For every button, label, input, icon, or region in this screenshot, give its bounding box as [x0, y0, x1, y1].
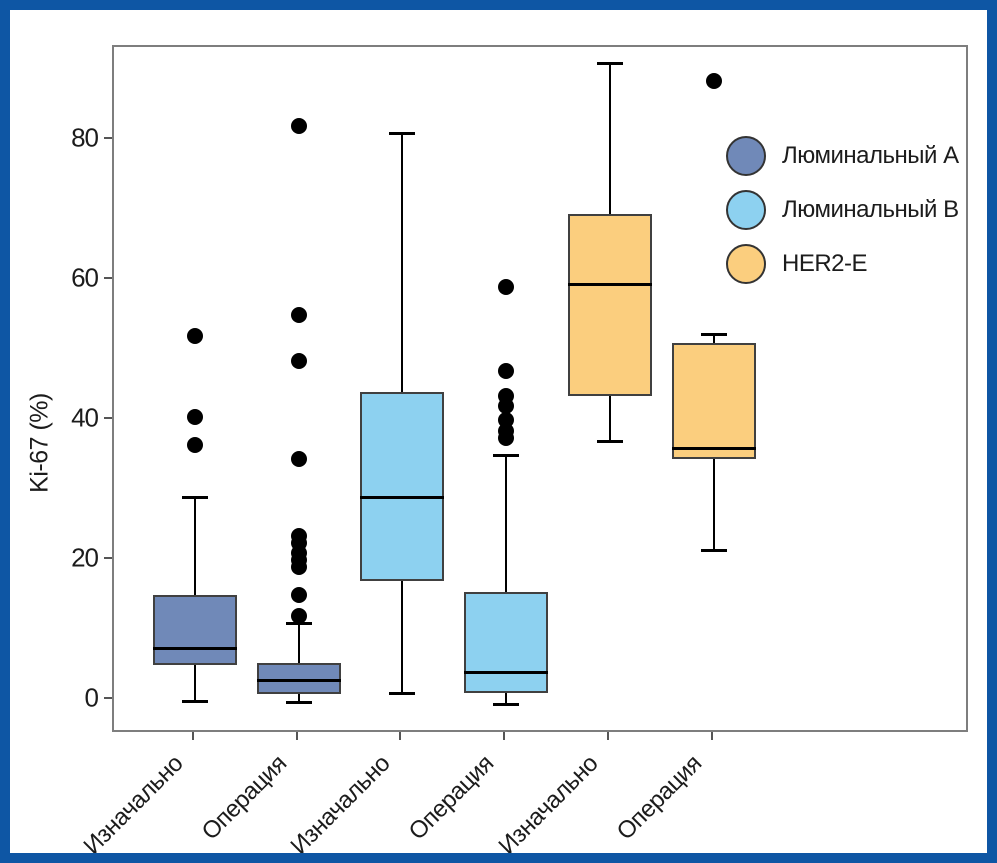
whisker-lower-stem [297, 694, 300, 703]
x-tick-label: Изначально [285, 750, 396, 860]
y-tick-mark [104, 277, 112, 279]
whisker-upper-stem [401, 133, 404, 392]
box-median [256, 679, 341, 683]
legend-item: HER2-E [726, 244, 959, 284]
outlier-point [290, 608, 307, 624]
legend-label: Люминальный A [782, 142, 959, 169]
whisker-lower-stem [712, 458, 715, 550]
whisker-upper-cap [493, 454, 520, 457]
x-tick-mark [192, 732, 194, 740]
whisker-lower-stem [505, 693, 508, 704]
box-median [360, 496, 445, 499]
outlier-point [290, 450, 307, 467]
plot-area [112, 45, 968, 732]
x-tick-label: Операция [611, 750, 707, 846]
whisker-lower-cap [182, 700, 208, 704]
x-tick-mark [399, 732, 402, 740]
legend-label: HER2-E [782, 250, 868, 277]
whisker-upper-cap [700, 332, 727, 336]
box-median [671, 447, 756, 450]
legend-label: Люминальный B [782, 196, 959, 223]
box-median [464, 671, 549, 674]
legend: Люминальный A Люминальный B HER2-E [726, 136, 959, 284]
y-tick-label: 60 [71, 262, 99, 293]
x-tick-label: Изначально [78, 750, 189, 860]
outlier-point [290, 527, 307, 544]
whisker-lower-stem [608, 395, 611, 441]
y-tick-mark [104, 697, 112, 699]
box-iqr [464, 591, 549, 693]
whisker-lower-cap [700, 548, 727, 552]
legend-item: Люминальный A [726, 136, 959, 176]
legend-swatch [726, 136, 766, 176]
outlier-point [498, 412, 515, 428]
x-tick-mark [503, 732, 506, 740]
y-tick-mark [104, 417, 112, 419]
whisker-lower-stem [194, 665, 196, 702]
box-iqr [360, 392, 445, 581]
whisker-upper-stem [608, 63, 611, 214]
whisker-upper-stem [505, 455, 508, 592]
y-tick-mark [104, 137, 112, 139]
x-tick-mark [295, 732, 298, 740]
x-tick-label: Операция [196, 750, 292, 846]
x-tick-label: Операция [403, 750, 500, 846]
outlier-point [290, 118, 307, 134]
whisker-upper-cap [389, 132, 416, 135]
box-median [567, 282, 652, 286]
whisker-upper-stem [297, 623, 300, 663]
outlier-point [498, 363, 515, 379]
whisker-upper-cap [182, 496, 208, 499]
box-iqr [153, 595, 237, 665]
whisker-upper-stem [194, 497, 196, 595]
outlier-point [498, 387, 515, 404]
y-tick-label: 0 [84, 682, 99, 713]
outlier-point [290, 587, 307, 603]
outlier-point [187, 436, 203, 453]
box-median [153, 646, 237, 650]
box-iqr [256, 662, 341, 695]
x-tick-mark [710, 732, 713, 740]
outlier-point [187, 408, 203, 425]
box-iqr [671, 343, 756, 459]
whisker-lower-stem [401, 581, 404, 693]
legend-swatch [726, 244, 766, 284]
whisker-lower-cap [285, 701, 312, 705]
whisker-upper-stem [712, 333, 715, 343]
box-iqr [567, 213, 652, 396]
x-tick-label: Изначально [493, 750, 603, 860]
outlier-point [705, 72, 722, 89]
whisker-lower-cap [493, 702, 520, 706]
y-tick-label: 80 [71, 122, 99, 153]
y-tick-mark [104, 557, 112, 559]
outlier-point [498, 279, 515, 295]
x-tick-mark [606, 732, 609, 740]
whisker-lower-cap [596, 440, 623, 443]
outlier-point [187, 328, 203, 344]
outlier-point [290, 352, 307, 369]
outlier-point [290, 307, 307, 323]
whisker-upper-cap [596, 62, 623, 65]
legend-item: Люминальный B [726, 190, 959, 230]
y-tick-label: 40 [71, 402, 99, 433]
whisker-lower-cap [389, 692, 416, 695]
legend-swatch [726, 190, 766, 230]
y-tick-label: 20 [71, 542, 99, 573]
